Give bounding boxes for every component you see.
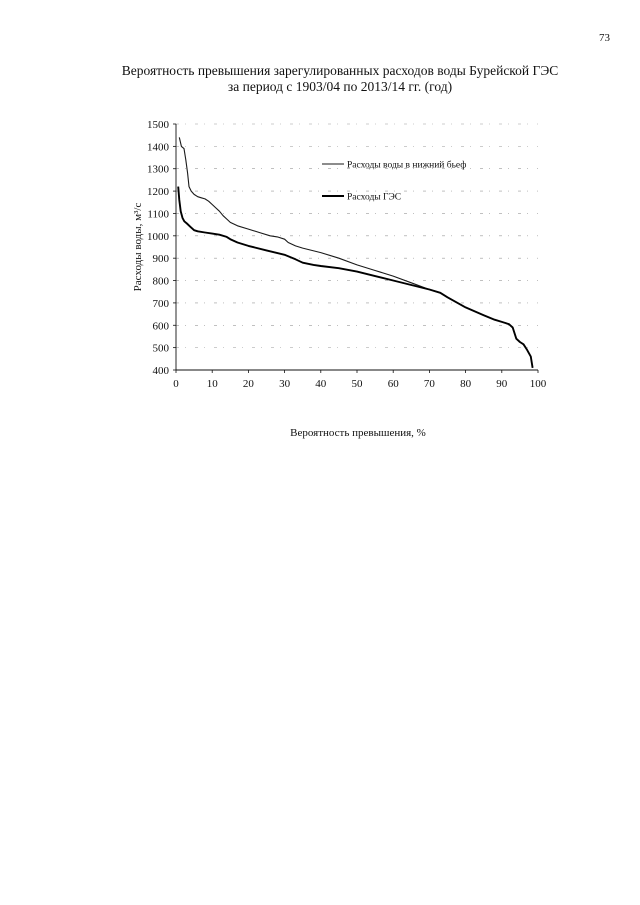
- y-tick-label: 1300: [147, 164, 170, 176]
- x-axis-title: Вероятность превышения, %: [290, 427, 426, 439]
- y-tick-label: 400: [153, 365, 170, 377]
- series-line-2: [177, 186, 534, 368]
- x-tick-label: 100: [530, 378, 547, 390]
- y-tick-label: 1200: [147, 186, 170, 198]
- x-tick-label: 90: [496, 378, 508, 390]
- y-tick-label: 1100: [147, 208, 169, 220]
- chart-title-line-2: за период с 1903/04 по 2013/14 гг. (год): [227, 79, 453, 94]
- x-tick-label: 50: [352, 378, 364, 390]
- grid-layer: [176, 123, 538, 348]
- x-tick-label: 60: [388, 378, 400, 390]
- y-tick-label: 1400: [147, 141, 170, 153]
- x-tick-label: 0: [173, 378, 179, 390]
- legend-label-1: Расходы воды в нижний бьеф: [347, 160, 466, 171]
- y-tick-label: 600: [153, 320, 170, 332]
- page-number: 73: [599, 32, 610, 44]
- x-tick-label: 20: [243, 378, 255, 390]
- y-tick-label: 1500: [147, 119, 170, 131]
- legend-label-2: Расходы ГЭС: [347, 193, 401, 203]
- series-layer: [177, 137, 534, 368]
- series-line-1: [178, 137, 534, 368]
- y-tick-label: 500: [153, 343, 170, 355]
- chart-title-line-1: Вероятность превышения зарегулированных …: [121, 63, 559, 78]
- x-tick-label: 70: [424, 378, 436, 390]
- x-tick-label: 40: [315, 378, 327, 390]
- y-tick-label: 700: [153, 298, 170, 310]
- y-tick-label: 1000: [147, 231, 170, 243]
- x-tick-label: 80: [460, 378, 472, 390]
- y-tick-label: 900: [153, 253, 170, 265]
- y-tick-label: 800: [153, 276, 170, 288]
- legend: Расходы воды в нижний бьеф Расходы ГЭС: [322, 160, 466, 203]
- y-axis-title: Расходы воды, м³/с: [132, 203, 144, 292]
- x-tick-label: 30: [279, 378, 291, 390]
- x-tick-label: 10: [207, 378, 219, 390]
- chart-title: Вероятность превышения зарегулированных …: [60, 63, 620, 95]
- axis-layer: 4005006007008009001000110012001300140015…: [147, 119, 547, 390]
